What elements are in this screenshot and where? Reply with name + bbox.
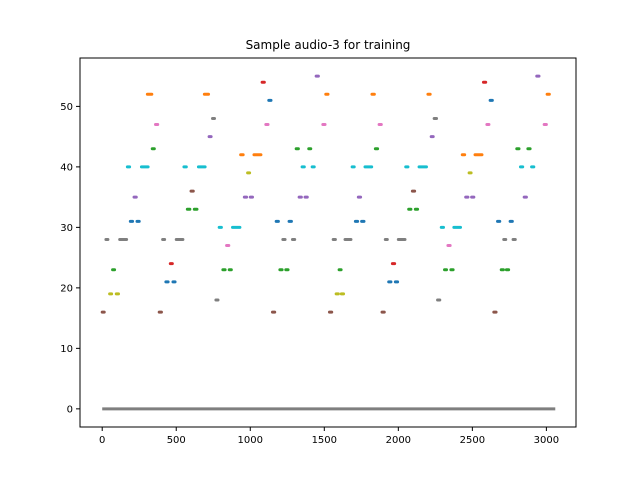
plot-marks	[100, 74, 556, 411]
x-tick-label: 2500	[460, 435, 485, 446]
y-tick-label: 20	[60, 283, 73, 294]
y-tick-label: 40	[60, 162, 73, 173]
x-axis: 0 500 1000 1500 2000 2500 3000	[99, 427, 559, 446]
x-tick-label: 0	[99, 435, 105, 446]
y-tick-label: 0	[67, 404, 73, 415]
x-tick-label: 1500	[312, 435, 337, 446]
x-tick-label: 1000	[238, 435, 263, 446]
x-tick-label: 500	[167, 435, 186, 446]
y-axis: 0 10 20 30 40 50	[60, 102, 80, 415]
plot-frame	[79, 57, 577, 428]
y-tick-label: 30	[60, 223, 73, 234]
x-tick-label: 2000	[386, 435, 411, 446]
y-tick-label: 50	[60, 102, 73, 113]
chart-title: Sample audio-3 for training	[246, 38, 411, 52]
y-tick-label: 10	[60, 344, 73, 355]
x-tick-label: 3000	[534, 435, 559, 446]
